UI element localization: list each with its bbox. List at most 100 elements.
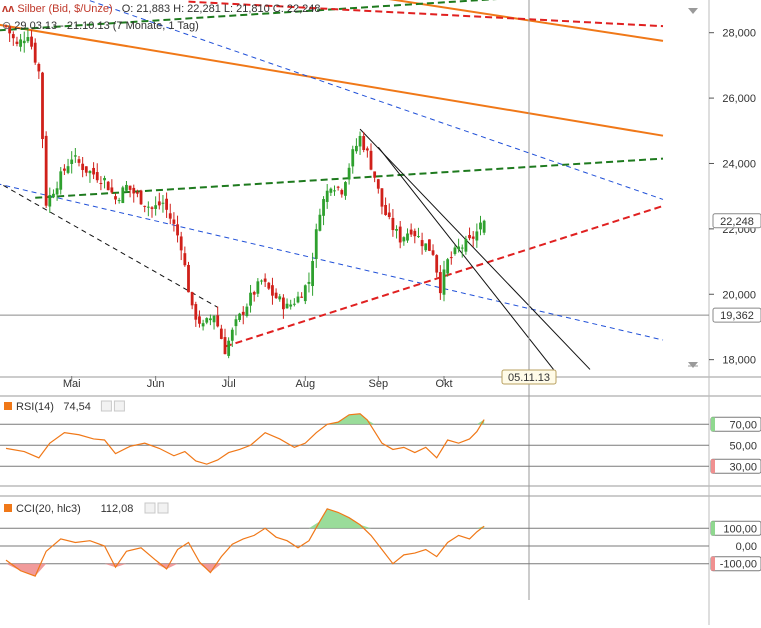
rsi-level-marker	[711, 459, 715, 474]
rsi-overbought-fill	[6, 413, 485, 425]
candle-body	[296, 296, 300, 303]
candle-body	[285, 303, 289, 309]
cci-level-marker	[711, 521, 715, 536]
candle-body	[409, 229, 413, 235]
trendline-black-8[interactable]	[0, 177, 218, 308]
scroll-up-icon[interactable]	[688, 8, 698, 14]
candle-body	[8, 26, 12, 34]
price-tick-label: 20,000	[722, 289, 756, 301]
candle-body	[442, 269, 446, 295]
date-range: 29.03.13 - 21.10.13 (7 Monate, 1 Tag)	[14, 20, 199, 32]
candle-body	[48, 194, 52, 207]
rsi-level-label: 30,00	[729, 461, 757, 473]
candle-body	[114, 196, 117, 200]
candle-body	[428, 239, 431, 251]
candle-body	[187, 264, 190, 293]
scroll-down-icon[interactable]	[688, 362, 698, 368]
candle-body	[325, 190, 329, 202]
cci-settings-icon[interactable]	[144, 502, 156, 514]
cci-level-marker	[711, 556, 715, 571]
candle-body	[168, 213, 172, 219]
candle-body	[471, 236, 475, 239]
rsi-close-icon[interactable]	[113, 400, 125, 412]
candle-body	[457, 246, 460, 250]
candle-body	[322, 199, 325, 216]
rsi-settings-icon[interactable]	[100, 400, 112, 412]
candle-body	[223, 337, 227, 355]
candle-body	[176, 224, 179, 236]
trendline-green-2[interactable]	[0, 0, 663, 32]
rsi-color-swatch	[4, 402, 12, 410]
candle-body	[55, 188, 59, 195]
candle-body	[395, 229, 398, 231]
support-level-box	[712, 307, 761, 323]
price-tick-label: 26,000	[722, 93, 756, 105]
candle-body	[110, 187, 114, 193]
candle-body	[336, 186, 340, 188]
candle-body	[179, 236, 183, 251]
cci-level-label: -100,00	[720, 559, 757, 571]
candle-body	[136, 192, 139, 194]
candle-body	[66, 166, 70, 173]
candle-body	[460, 247, 464, 249]
cci-close-icon[interactable]	[157, 502, 169, 514]
candle-body	[30, 36, 33, 47]
candle-body	[154, 205, 158, 209]
candle-body	[157, 201, 161, 206]
trendline-orange-1[interactable]	[342, 0, 664, 42]
trendline-orange-0[interactable]	[0, 23, 664, 137]
candle-body	[143, 205, 147, 207]
price-tick-label: 28,000	[722, 28, 756, 40]
month-label: Okt	[435, 378, 452, 390]
range-header: ⊙ 29.03.13 - 21.10.13 (7 Monate, 1 Tag)	[2, 19, 199, 32]
history-icon: ⊙	[2, 20, 12, 32]
trendline-red-4[interactable]	[188, 0, 664, 28]
candle-body	[132, 187, 136, 194]
candle-body	[209, 318, 212, 321]
candle-body	[344, 182, 347, 196]
candle-body	[438, 272, 442, 294]
month-label: Jul	[222, 378, 236, 390]
trendline-black-10[interactable]	[377, 146, 554, 370]
candle-body	[380, 188, 384, 207]
cursor-date-label: 05.11.13	[508, 372, 550, 384]
candle-body	[384, 204, 387, 215]
month-label: Aug	[296, 378, 316, 390]
candle-body	[139, 190, 143, 205]
candle-body	[81, 163, 85, 171]
month-label: Sep	[369, 378, 389, 390]
rsi-title: RSI(14)	[16, 401, 54, 413]
candle-body	[256, 281, 260, 294]
price-tick-label: 24,000	[722, 158, 756, 170]
candle-body	[165, 198, 168, 210]
candle-body	[37, 64, 41, 72]
candle-body	[121, 187, 125, 204]
candle-body	[99, 183, 103, 185]
cci-level-label: 0,00	[736, 541, 757, 553]
candle-body	[351, 149, 355, 167]
candle-body	[387, 212, 391, 217]
rsi-value: 74,54	[63, 401, 91, 413]
candle-body	[212, 315, 216, 323]
candle-body	[245, 306, 249, 317]
candle-body	[355, 145, 358, 152]
cci-oversold-fill	[6, 563, 485, 577]
candle-body	[19, 39, 22, 47]
candle-body	[161, 202, 165, 204]
trendline-blue-7[interactable]	[0, 181, 664, 341]
candle-body	[216, 315, 220, 327]
trendline-blue-6[interactable]	[64, 0, 664, 200]
last-price-box	[712, 213, 761, 229]
instrument-icon: ᴧᴧ	[2, 3, 15, 15]
trendline-black-9[interactable]	[359, 128, 591, 370]
rsi-level-marker	[711, 417, 715, 432]
candle-body	[33, 42, 37, 63]
candle-body	[59, 171, 63, 190]
cursor-date-box	[501, 369, 557, 385]
candle-body	[190, 292, 194, 306]
cci-level-label: 100,00	[723, 523, 757, 535]
candle-body	[435, 255, 439, 273]
candle-body	[373, 171, 377, 178]
